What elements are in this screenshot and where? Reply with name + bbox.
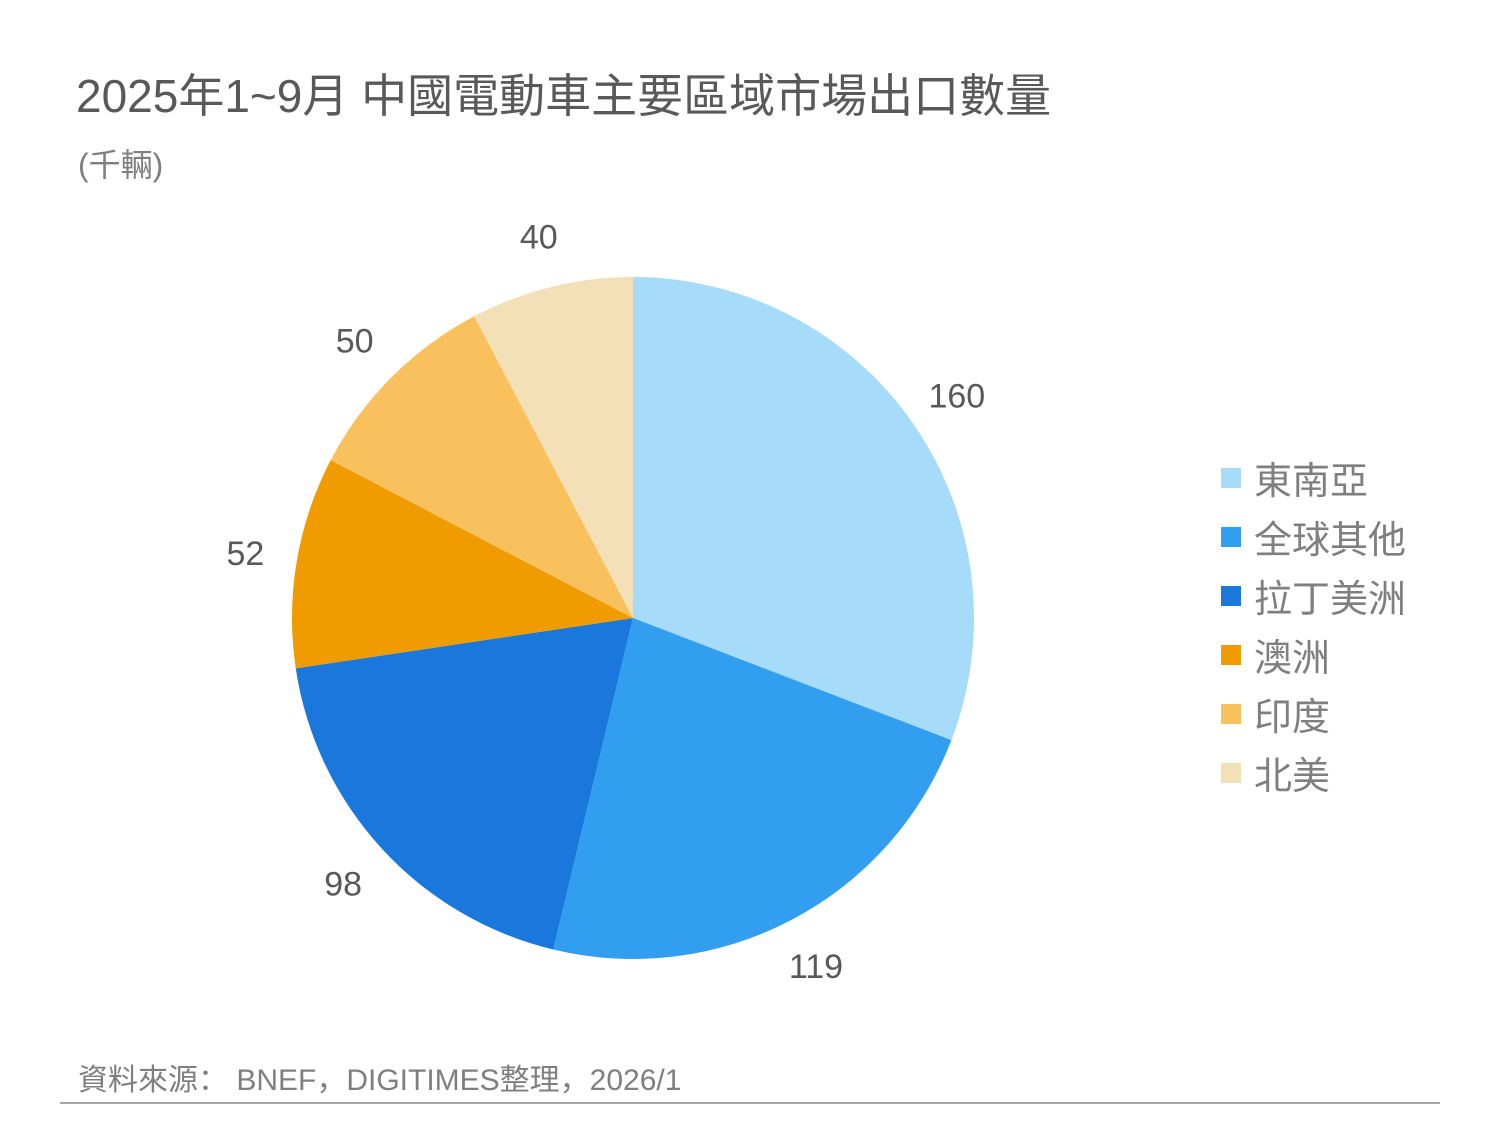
legend-swatch-icon — [1221, 644, 1241, 665]
source-note: 資料來源： BNEF，DIGITIMES整理，2026/1 — [78, 1064, 682, 1097]
data-label: 98 — [324, 865, 362, 903]
legend-item: 拉丁美洲 — [1221, 566, 1406, 625]
chart-unit-subtitle: (千輛) — [78, 147, 164, 183]
footer-divider — [60, 1102, 1440, 1104]
data-label: 52 — [227, 535, 265, 573]
legend-swatch-icon — [1221, 585, 1241, 606]
pie-slice-印度 — [330, 316, 633, 618]
legend-label: 澳洲 — [1254, 638, 1331, 680]
legend-item: 印度 — [1221, 684, 1406, 743]
legend-label: 拉丁美洲 — [1254, 579, 1407, 621]
pie-slice-北美 — [474, 277, 633, 618]
legend-label: 東南亞 — [1254, 461, 1369, 503]
legend-swatch-icon — [1221, 467, 1241, 488]
legend-swatch-icon — [1221, 703, 1241, 724]
data-label: 119 — [789, 948, 843, 986]
chart-title: 2025年1~9月 中國電動車主要區域市場出口數量 — [76, 70, 1052, 122]
legend-label: 北美 — [1254, 756, 1331, 798]
data-label: 160 — [928, 377, 985, 415]
pie-slice-拉丁美洲 — [295, 618, 633, 950]
data-label: 50 — [336, 323, 374, 361]
pie-slice-東南亞 — [633, 277, 974, 741]
legend-label: 全球其他 — [1254, 520, 1407, 562]
pie-slices — [292, 277, 974, 959]
legend-item: 北美 — [1221, 743, 1406, 802]
pie-data-labels: 160 119 98 52 50 40 — [227, 218, 986, 985]
legend-item: 全球其他 — [1221, 507, 1406, 566]
legend-swatch-icon — [1221, 762, 1241, 783]
pie-slice-全球其他 — [553, 618, 952, 959]
legend-swatch-icon — [1221, 526, 1241, 547]
data-label: 40 — [520, 218, 558, 256]
legend-item: 澳洲 — [1221, 625, 1406, 684]
legend-item: 東南亞 — [1221, 448, 1406, 507]
pie-slice-澳洲 — [292, 460, 633, 669]
legend-label: 印度 — [1254, 697, 1331, 739]
legend: 東南亞 全球其他 拉丁美洲 澳洲 印度 北美 — [1221, 448, 1406, 802]
